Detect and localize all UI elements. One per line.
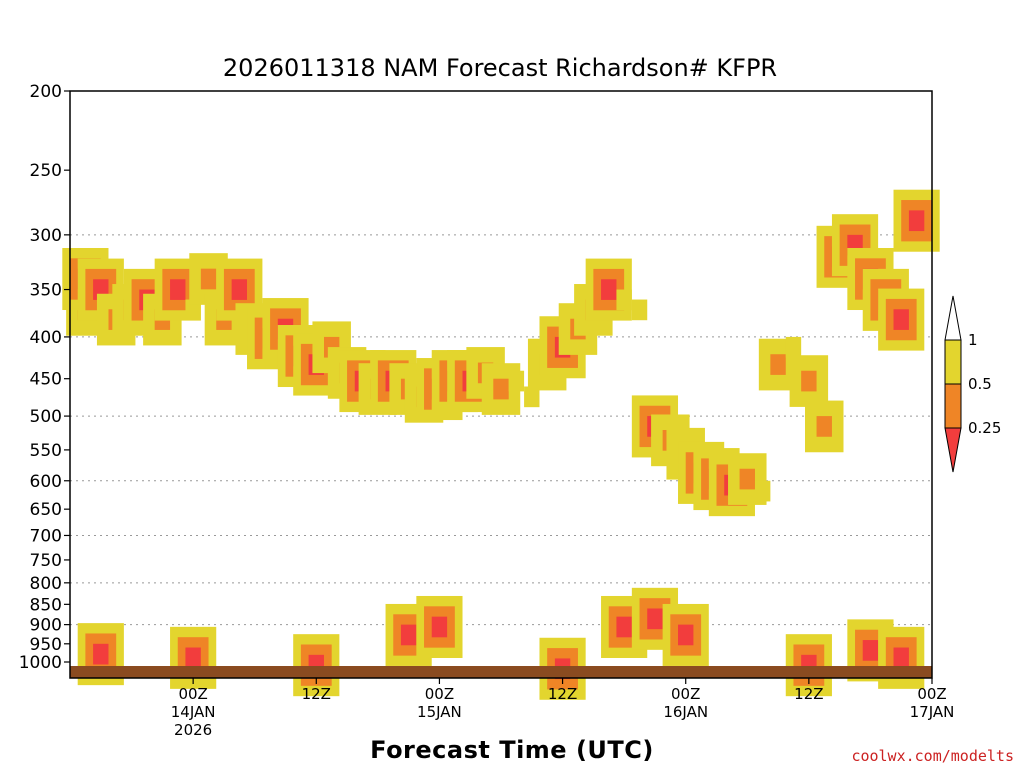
heatmap-cell: [170, 279, 186, 300]
heatmap-cell: [816, 416, 832, 437]
heatmap-cell: [493, 378, 509, 400]
surface-layer: [70, 666, 932, 678]
y-tick-label: 800: [30, 574, 62, 594]
heatmap-cell: [754, 480, 771, 502]
x-tick-label: 00Z: [178, 685, 207, 703]
x-tick-label: 12Z: [548, 685, 577, 703]
y-tick-label: 850: [30, 595, 62, 615]
chart-title: 2026011318 NAM Forecast Richardson# KFPR: [223, 54, 777, 82]
x-tick-label: 17JAN: [910, 703, 955, 721]
heatmap-cell: [801, 370, 817, 392]
heatmap-cell: [616, 289, 632, 311]
plot-frame: [69, 90, 933, 679]
legend-label-0.25: 0.25: [968, 419, 1001, 437]
heatmap-cell: [862, 640, 879, 661]
x-tick-label: 00Z: [917, 685, 946, 703]
heatmap-cell: [200, 268, 217, 290]
y-tick-label: 700: [30, 526, 62, 546]
y-tick-label: 250: [30, 161, 62, 181]
y-tick-label: 450: [30, 370, 62, 390]
x-tick-label: 00Z: [425, 685, 454, 703]
y-tick-label: 650: [30, 500, 62, 520]
y-axis: 200 250 300 350 400 450 500 550 600 650 700 750 8008…: [19, 82, 70, 673]
x-tick-label: 15JAN: [417, 703, 462, 721]
legend-label-0.5: 0.5: [968, 375, 992, 393]
x-tick-label: 12Z: [302, 685, 331, 703]
x-tick-label: 16JAN: [663, 703, 708, 721]
heatmap-cell: [431, 616, 448, 638]
y-tick-label: 600: [30, 472, 62, 492]
heatmap-cell: [93, 643, 109, 665]
heatmap-cell: [893, 309, 909, 330]
legend-top-arrow: [944, 295, 962, 341]
y-tick-label: 500: [30, 407, 62, 427]
credit-text: coolwx.com/modelts: [851, 747, 1014, 765]
y-tick-label: 400: [30, 328, 62, 348]
y-tick-label: 550: [30, 441, 62, 461]
heatmap-cell: [739, 468, 755, 490]
y-tick-label: 350: [30, 281, 62, 301]
heatmap-cell: [908, 210, 925, 232]
heatmap-cell: [508, 370, 525, 392]
heatmap-cell: [893, 647, 909, 669]
heatmap-cell: [647, 608, 663, 630]
heatmap-cells: [62, 189, 940, 700]
heatmap-cell: [678, 624, 694, 646]
heatmap-cell: [770, 354, 786, 375]
y-tick-label: 200: [30, 82, 62, 102]
y-tick-label: 1000: [19, 653, 62, 673]
x-tick-label: 14JAN: [171, 703, 216, 721]
heatmap-cell: [785, 336, 802, 358]
colorbar-legend: 1 0.5 0.25: [944, 295, 1001, 473]
x-tick-label: 00Z: [671, 685, 700, 703]
y-tick-label: 950: [30, 635, 62, 655]
heatmap-cell: [400, 624, 417, 646]
heatmap-cell: [524, 386, 540, 408]
y-tick-label: 750: [30, 551, 62, 571]
x-axis-label: Forecast Time (UTC): [370, 736, 654, 764]
surface-terrain: [70, 666, 932, 678]
x-tick-label: 2026: [174, 721, 212, 739]
x-tick-label: 12Z: [794, 685, 823, 703]
legend-bottom-arrow: [944, 427, 962, 473]
y-tick-label: 900: [30, 616, 62, 636]
heatmap-cell: [185, 647, 201, 669]
heatmap-cell: [231, 279, 248, 300]
legend-swatch-0.5-1: [944, 339, 962, 385]
heatmap-cell: [616, 616, 632, 638]
legend-label-1: 1: [968, 331, 978, 349]
heatmap-cell: [631, 299, 648, 321]
y-tick-label: 300: [30, 226, 62, 246]
heatmap-cell: [601, 279, 617, 300]
legend-swatch-0.25-0.5: [944, 383, 962, 429]
